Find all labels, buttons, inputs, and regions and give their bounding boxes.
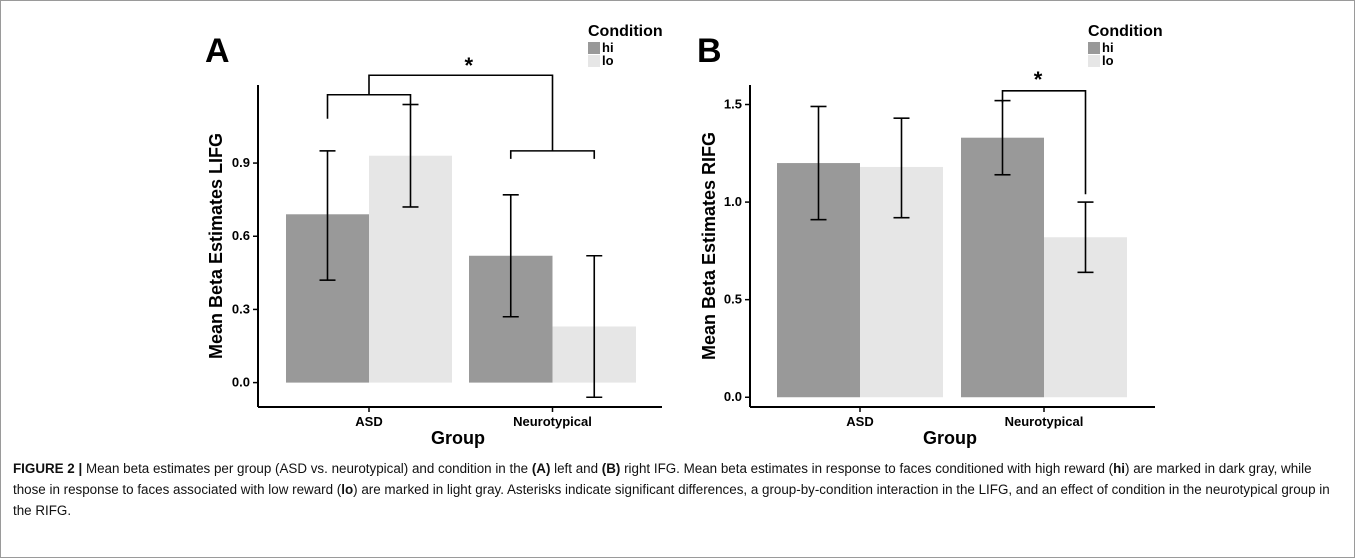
y-axis-title: Mean Beta Estimates LIFG [206, 133, 226, 359]
caption-segment: hi [1113, 461, 1126, 476]
x-tick-label: Neurotypical [513, 414, 592, 429]
significance-bracket-asd [326, 93, 412, 119]
x-tick-label: ASD [355, 414, 382, 429]
caption-segment: Mean beta estimates per group (ASD vs. n… [82, 461, 532, 476]
x-tick-label: ASD [846, 414, 873, 429]
y-axis-title: Mean Beta Estimates RIFG [699, 132, 719, 360]
x-axis-title: Group [431, 428, 485, 448]
significance-bracket [1001, 90, 1087, 195]
significance-star: * [1034, 67, 1043, 92]
legend-label-hi: hi [1102, 40, 1114, 55]
x-tick-label: Neurotypical [1005, 414, 1084, 429]
caption-segment: (B) [601, 461, 621, 476]
y-tick-label: 0.9 [232, 155, 250, 170]
y-tick-label: 0.6 [232, 228, 250, 243]
bar-hi-neurotypical [961, 137, 1044, 398]
legend-swatch-lo [1088, 55, 1100, 67]
panel-a: A 0.0 0.3 0.6 0.9 Mean Beta Estimates LIFG ASD… [205, 23, 663, 448]
panel-letter: B [697, 32, 722, 70]
caption-label: FIGURE 2 | [13, 461, 83, 476]
figure-caption: FIGURE 2 | Mean beta estimates per group… [13, 458, 1338, 521]
caption-segment: left and [550, 461, 602, 476]
figure-charts: A 0.0 0.3 0.6 0.9 Mean Beta Estimates LIFG ASD… [205, 23, 1163, 448]
legend-title: Condition [1088, 23, 1163, 40]
legend-label-lo: lo [602, 53, 614, 68]
legend-label-hi: hi [602, 40, 614, 55]
y-tick-label: 0.3 [232, 301, 250, 316]
caption-segment: ) are marked in light gray. Asterisks in… [13, 482, 1330, 518]
x-axis-title: Group [923, 428, 977, 448]
caption-segment: (A) [531, 461, 551, 476]
caption-segment: ) are marked in dark gray, while those i… [13, 461, 1312, 497]
y-tick-label: 0.0 [724, 389, 742, 404]
significance-bracket-interaction [368, 74, 554, 151]
legend-label-lo: lo [1102, 53, 1114, 68]
legend-title: Condition [588, 23, 663, 40]
y-tick-label: 0.5 [724, 292, 742, 307]
panel-letter: A [205, 32, 230, 70]
panel-b: B 0.0 0.5 1.0 1.5 Mean Beta Estimates RIFG ASD… [697, 23, 1163, 448]
y-tick-label: 1.0 [724, 194, 742, 209]
y-tick-label: 0.0 [232, 375, 250, 390]
significance-star: * [464, 53, 473, 78]
caption-segment: right IFG. Mean beta estimates in respon… [620, 461, 1114, 476]
caption-segment: lo [341, 482, 354, 497]
legend-swatch-lo [588, 55, 600, 67]
caption-body: Mean beta estimates per group (ASD vs. n… [13, 461, 1330, 518]
legend-swatch-hi [1088, 42, 1100, 54]
significance-bracket-neurotypical [509, 150, 596, 159]
y-tick-label: 1.5 [724, 97, 742, 112]
legend-swatch-hi [588, 42, 600, 54]
